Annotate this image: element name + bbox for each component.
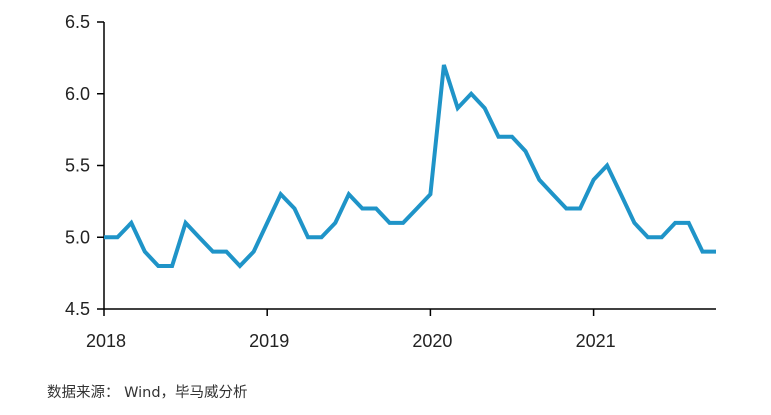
- x-tick-label: 2020: [412, 331, 452, 351]
- chart-axes: [103, 22, 716, 310]
- data-point: [619, 192, 623, 196]
- data-point: [279, 192, 283, 196]
- data-point: [428, 192, 432, 196]
- data-point: [211, 250, 215, 254]
- y-tick-label: 6.5: [65, 12, 90, 32]
- series-layer: [102, 63, 718, 269]
- data-point: [632, 221, 636, 225]
- data-point: [320, 235, 324, 239]
- data-point: [673, 221, 677, 225]
- data-point: [197, 235, 201, 239]
- data-point: [415, 207, 419, 211]
- data-point: [333, 221, 337, 225]
- data-point: [306, 235, 310, 239]
- y-tick-label: 4.5: [65, 299, 90, 319]
- data-point: [102, 235, 106, 239]
- data-point: [564, 207, 568, 211]
- data-point: [184, 221, 188, 225]
- data-point: [646, 235, 650, 239]
- data-point: [374, 207, 378, 211]
- series-line: [104, 64, 716, 269]
- data-point: [687, 221, 691, 225]
- data-point: [143, 250, 147, 254]
- data-point: [714, 250, 718, 254]
- data-point: [170, 264, 174, 268]
- data-point: [469, 92, 473, 96]
- data-point: [592, 178, 596, 182]
- data-point: [660, 235, 664, 239]
- data-point: [265, 221, 269, 225]
- data-point: [442, 63, 446, 67]
- y-tick-label: 6.0: [65, 84, 90, 104]
- data-point: [156, 264, 160, 268]
- data-point: [347, 192, 351, 196]
- x-tick-label: 2019: [249, 331, 289, 351]
- data-point: [238, 264, 242, 268]
- data-point: [401, 221, 405, 225]
- data-point: [116, 235, 120, 239]
- x-tick-label: 2018: [86, 331, 126, 351]
- data-point: [524, 149, 528, 153]
- data-point: [510, 135, 514, 139]
- data-point: [129, 221, 133, 225]
- data-point: [578, 207, 582, 211]
- data-point: [388, 221, 392, 225]
- data-point: [537, 178, 541, 182]
- source-note: 数据来源： Wind，毕马威分析: [47, 385, 248, 401]
- data-point: [360, 207, 364, 211]
- data-point: [605, 164, 609, 168]
- data-point: [483, 106, 487, 110]
- y-tick-label: 5.0: [65, 227, 90, 247]
- data-point: [700, 250, 704, 254]
- x-ticks: 2018 2019 2020 2021: [86, 309, 616, 351]
- y-ticks: 4.5 5.0 5.5 6.0 6.5: [65, 12, 104, 319]
- data-point: [456, 106, 460, 110]
- data-point: [496, 135, 500, 139]
- x-tick-label: 2021: [576, 331, 616, 351]
- data-point: [292, 207, 296, 211]
- data-point: [551, 192, 555, 196]
- data-point: [252, 250, 256, 254]
- y-tick-label: 5.5: [65, 156, 90, 176]
- data-point: [224, 250, 228, 254]
